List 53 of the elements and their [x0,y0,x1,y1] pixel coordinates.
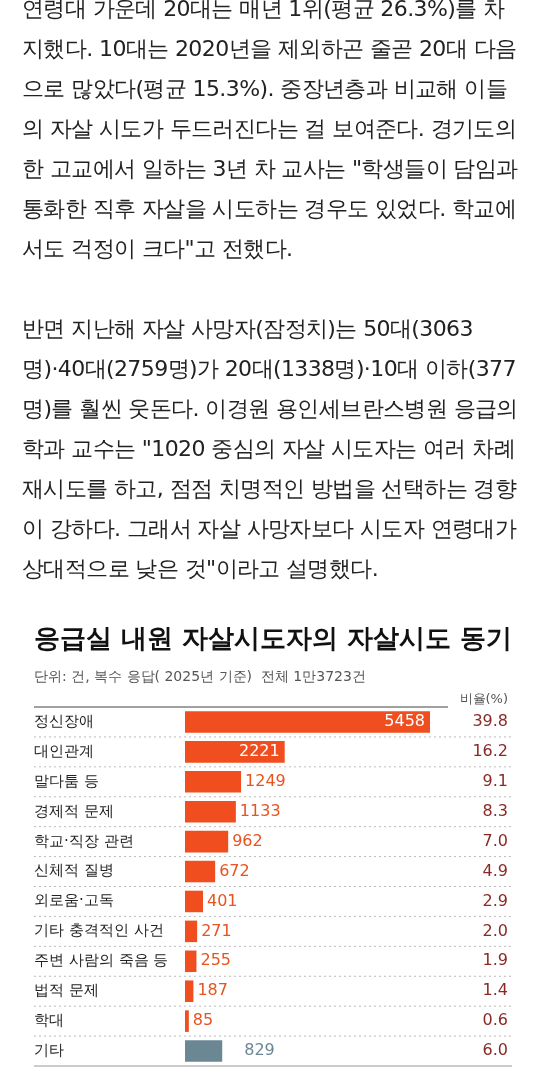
bar [185,800,236,823]
text: 8.3 [482,800,508,820]
bar [185,890,203,913]
data-label: 1133 [239,800,281,820]
bar [185,920,198,943]
y-tick-label: 학대 [34,1011,64,1030]
y-tick-label: 기타 충격적인 사건 [34,921,164,940]
y-tick-label: 학교·직장 관련 [34,831,134,850]
text: 2.0 [482,920,508,940]
bar [185,741,285,763]
y-tick-label: 법적 문제 [34,981,99,1000]
data-label: 271 [201,920,232,940]
text: 반면 지난해 자살 사망자(잠정치)는 50대(3063명)·40대(2759명)가 20대(1338명)·10대 이하(377명)를 훨씬 웃돈다. 이경원 용인세브란스병원 응급의학과 교수는 "1020 중심의 자살 시도자는 여러 차례 재시도를 하고, 점점 치명적인 방법을 선택하는 경향이 강하다. 그래서 자살 사망자보다 시도자 연령대가 상대적으로 낮은 것"이라고 설명했다. [22,315,519,583]
chart-subtitle: 단위: 건, 복수 응답( 2025년 기준) 전체 1만3723건 [34,668,366,684]
bar [185,830,229,853]
bar [185,1010,189,1032]
text: 연령대 가운데 20대는 매년 1위(평균 26.3%)를 차지했다. 10대는 2020년을 제외하곤 줄곧 20대 다음으로 많았다(평균 15.3%). 중장년층과 비교해 이들의 자살 시도가 두드러진다는 걸 보여준다. 경기도의 한 고교에서 일하는 3년 차 교사는 "학생들이 담임과 통화한 직후 자살을 시도하는 경우도 있었다. 학교에서도 걱정이 크다"고 전했다. [22,0,519,263]
bar [185,711,430,733]
text: 1.4 [482,980,508,1000]
data-label: 2221 [238,741,280,761]
data-label: 401 [207,890,238,910]
bar [185,980,194,1002]
data-label: 187 [197,980,228,1000]
data-label: 672 [219,860,250,880]
bar [185,950,197,973]
data-label: 1249 [245,770,286,790]
text: 2.9 [482,890,508,910]
text: 7.0 [482,830,508,850]
text: 16.2 [472,741,508,761]
chart-title: 응급실 내원 자살시도자의 자살시도 동기 [34,623,513,653]
data-label: 85 [192,1010,214,1030]
data-label: 962 [232,830,263,850]
data-label: 829 [244,1040,275,1060]
bar [185,1040,223,1062]
y-tick-label: 말다툼 등 [34,771,99,790]
y-tick-label: 경제적 문제 [34,801,114,820]
y-tick-label: 외로움·고독 [34,891,114,910]
y-tick-label: 정신장애 [34,711,94,730]
y-tick-label: 주변 사람의 죽음 등 [34,951,169,970]
bar [185,860,216,883]
y-tick-label: 신체적 질병 [34,861,114,880]
bar [185,771,242,793]
data-label: 255 [200,950,231,970]
text: 1.9 [482,950,508,970]
text: 4.9 [482,860,508,880]
text: 9.1 [482,770,508,790]
text: 6.0 [482,1040,508,1060]
text: 39.8 [472,711,508,731]
y-tick-label: 대인관계 [34,741,94,760]
data-label: 5458 [384,711,425,731]
y-tick-label: 기타 [34,1040,64,1059]
y2-axis-title: 비율(%) [459,691,508,706]
text: 0.6 [482,1010,508,1030]
